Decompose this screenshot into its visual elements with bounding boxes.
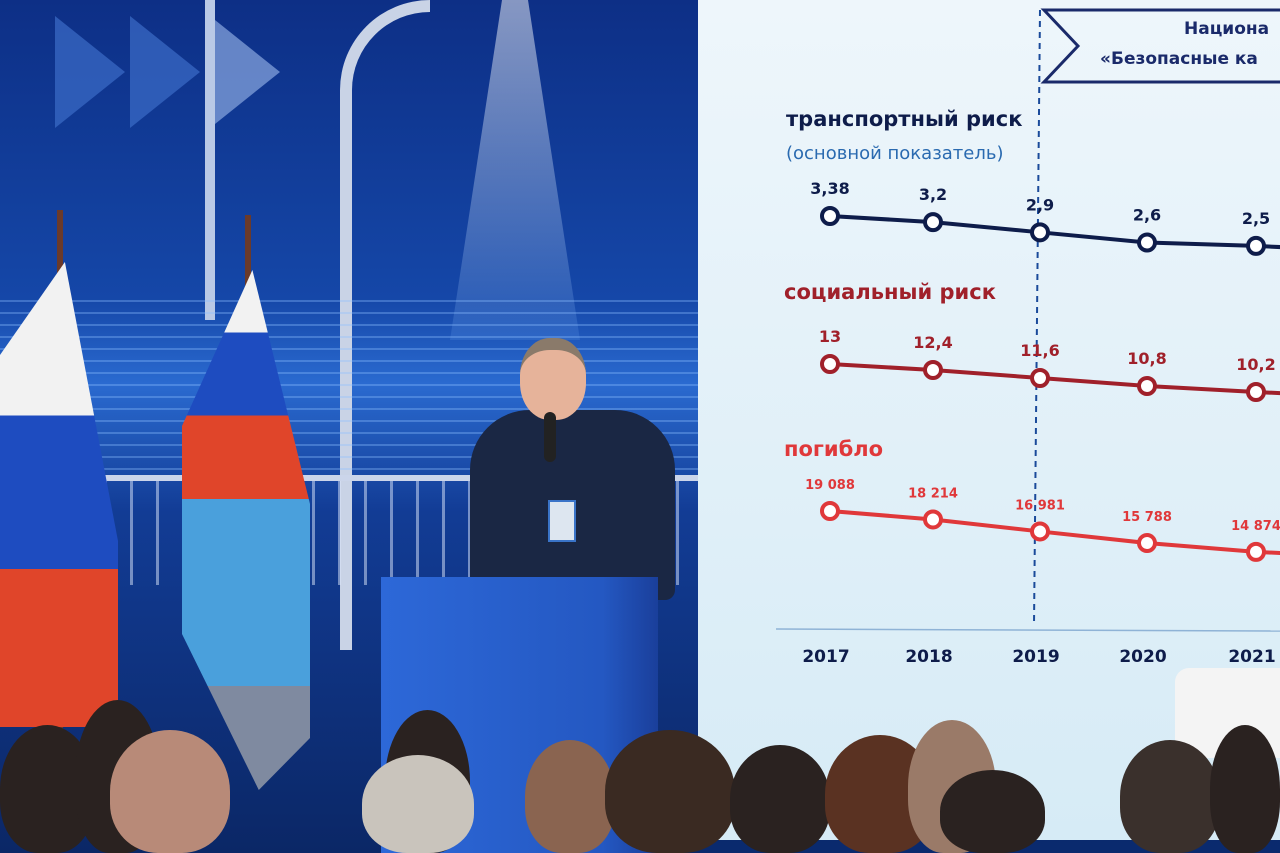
data-point <box>923 212 943 233</box>
x-tick-label: 2019 <box>1012 647 1059 667</box>
data-label: 14 874 <box>1231 519 1280 534</box>
data-point <box>1246 382 1266 402</box>
data-label: 3,2 <box>919 185 947 204</box>
series-line-0 <box>829 214 1280 250</box>
data-label: 12,4 <box>913 333 952 352</box>
data-point <box>820 501 840 521</box>
badge <box>548 500 576 542</box>
slide-header-line2: «Безопасные ка <box>1100 49 1258 69</box>
audience-head <box>605 730 735 853</box>
data-label: 13 <box>819 327 841 346</box>
series-title-social: социальный риск <box>784 280 996 304</box>
series-line-2 <box>829 509 1280 556</box>
data-label: 2,9 <box>1026 195 1054 214</box>
data-point <box>923 360 943 380</box>
series-line-1 <box>829 362 1280 396</box>
data-point <box>1030 222 1050 243</box>
marker-2019-line <box>1033 9 1041 626</box>
audience-head <box>362 755 474 853</box>
audience-head <box>730 745 830 853</box>
data-point <box>1246 235 1266 256</box>
audience-head <box>940 770 1045 853</box>
x-tick-label: 2020 <box>1119 647 1166 667</box>
x-tick-label: 2017 <box>802 647 849 667</box>
data-label: 11,6 <box>1020 341 1059 360</box>
x-tick-label: 2018 <box>905 647 952 667</box>
data-label: 18 214 <box>908 486 958 501</box>
data-point <box>1030 521 1050 542</box>
audience-head <box>110 730 230 853</box>
microphone <box>544 412 556 462</box>
data-point <box>1137 232 1157 253</box>
slide-header-line1: Национа <box>1184 19 1269 39</box>
audience-head <box>1210 725 1280 853</box>
audience-head <box>525 740 615 853</box>
speaker-head <box>520 338 586 420</box>
data-point <box>923 509 943 530</box>
data-label: 19 088 <box>805 478 855 493</box>
chevron-decoration <box>130 16 200 128</box>
series-subtitle-transport: (основной показатель) <box>786 143 1004 164</box>
data-label: 15 788 <box>1122 510 1172 525</box>
data-label: 10,2 <box>1236 355 1275 374</box>
audience-head <box>1120 740 1220 853</box>
data-point <box>1030 368 1050 388</box>
light-beam <box>450 0 580 340</box>
data-label: 10,8 <box>1127 349 1166 368</box>
data-point <box>820 354 840 374</box>
x-axis-line <box>775 628 1280 632</box>
chevron-decoration <box>210 16 280 128</box>
slide-chart: Национа «Безопасные ка транспортный риск… <box>775 8 1280 667</box>
slide-header-banner <box>1040 8 1280 84</box>
data-label: 16 981 <box>1015 498 1065 513</box>
series-title-deaths: погибло <box>784 437 883 461</box>
data-point <box>1137 533 1157 554</box>
data-label: 3,38 <box>810 179 849 198</box>
data-point <box>820 206 840 226</box>
series-title-transport: транспортный риск <box>786 107 1022 131</box>
wind-turbine <box>205 0 215 320</box>
data-point <box>1246 541 1266 562</box>
data-label: 2,6 <box>1133 206 1161 225</box>
data-point <box>1137 376 1157 396</box>
x-tick-label: 2021 <box>1228 647 1275 667</box>
chevron-decoration <box>55 16 125 128</box>
data-label: 2,5 <box>1242 209 1270 228</box>
